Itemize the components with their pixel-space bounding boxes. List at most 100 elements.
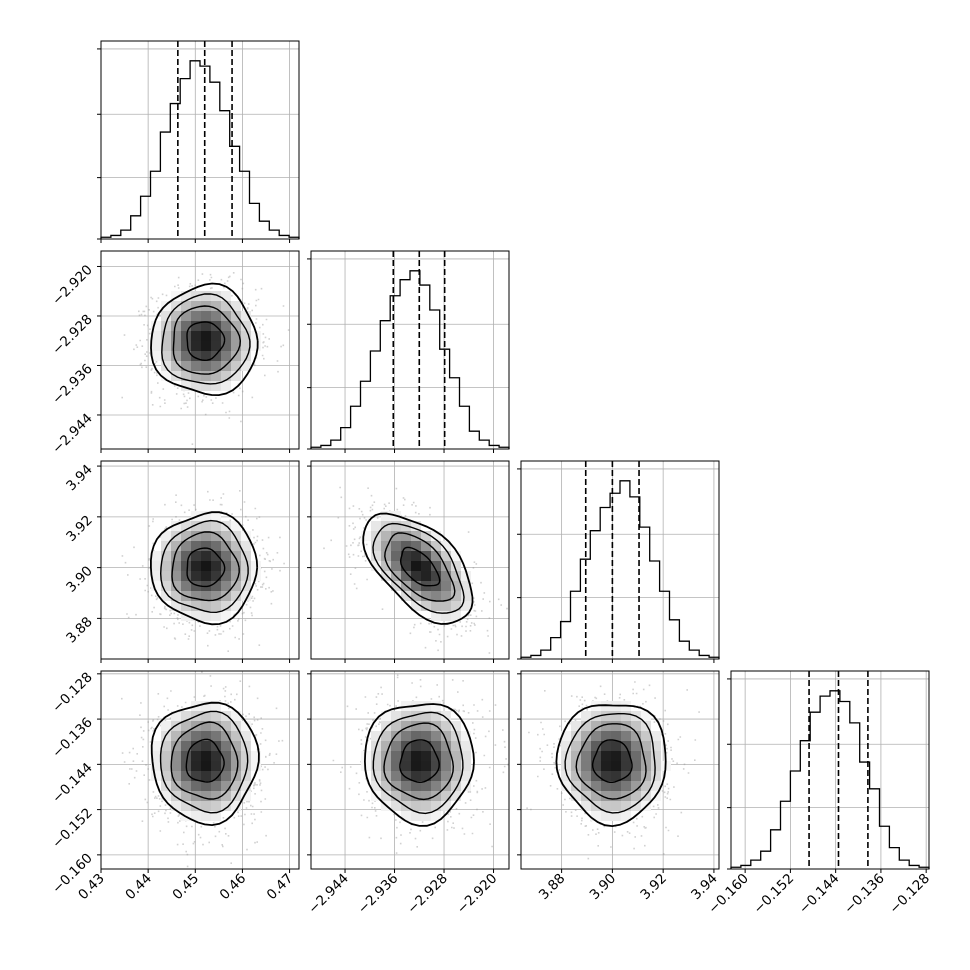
density-cell <box>421 571 431 581</box>
density-cell <box>171 541 181 551</box>
density-cell <box>211 311 221 321</box>
density-cell <box>581 771 591 781</box>
density-cell <box>561 731 571 741</box>
density-cell <box>421 541 431 551</box>
density-cell <box>211 601 221 611</box>
panel-frame <box>310 460 510 660</box>
density-cell <box>411 591 421 601</box>
density-cell <box>421 601 431 611</box>
density-cell <box>411 761 421 771</box>
density-cell <box>431 571 441 581</box>
density-cell <box>211 301 221 311</box>
density-cell <box>371 761 381 771</box>
density-cell <box>161 571 171 581</box>
density-cell <box>371 771 381 781</box>
density-cell <box>181 561 191 571</box>
density-cell <box>611 791 621 801</box>
density-cell <box>611 771 621 781</box>
density-cell <box>431 611 441 621</box>
density-cell <box>231 521 241 531</box>
density-cell <box>431 591 441 601</box>
density-cell <box>591 721 601 731</box>
histogram-panel-2 <box>517 460 720 663</box>
density-cell <box>241 351 251 361</box>
density-cell <box>411 561 421 571</box>
density-cell <box>611 741 621 751</box>
density-cell <box>231 731 241 741</box>
density-cell <box>161 311 171 321</box>
density-cell <box>381 551 391 561</box>
density-cell <box>161 761 171 771</box>
contour-2 <box>372 522 465 614</box>
density-cell <box>211 561 221 571</box>
density-cell <box>441 541 451 551</box>
density-cell <box>371 541 381 551</box>
density-cell <box>151 571 161 581</box>
density-cell <box>411 581 421 591</box>
density-cell <box>611 751 621 761</box>
density-cell <box>431 531 441 541</box>
density-cell <box>161 721 171 731</box>
density-cell <box>241 791 251 801</box>
density-cell <box>211 541 221 551</box>
density-cell <box>371 731 381 741</box>
density-cell <box>461 571 471 581</box>
density-cell <box>621 751 631 761</box>
density-cell <box>411 811 421 821</box>
density-cell <box>171 771 181 781</box>
density-cell <box>211 381 221 391</box>
density-cell <box>421 721 431 731</box>
density-cell <box>421 781 431 791</box>
contour-0 <box>185 738 225 783</box>
density-cell <box>191 361 201 371</box>
density-cell <box>191 301 201 311</box>
density-cell <box>161 551 171 561</box>
density-cell <box>451 611 461 621</box>
x-tick-label-3-4: −0.128 <box>886 871 933 918</box>
density-cell <box>191 551 201 561</box>
density-cell <box>431 541 441 551</box>
density-cell <box>451 601 461 611</box>
density-cell <box>591 761 601 771</box>
density-cell <box>401 711 411 721</box>
joint-content <box>121 671 284 868</box>
density-cell <box>181 301 191 311</box>
density-cell <box>171 751 181 761</box>
density-cell <box>561 771 571 781</box>
density-cell <box>201 321 211 331</box>
density-cell <box>411 751 421 761</box>
density-cell <box>251 751 261 761</box>
density-cell <box>431 581 441 591</box>
density-cell <box>161 361 171 371</box>
panel-frame <box>310 250 510 450</box>
density-cell <box>191 381 201 391</box>
density-cell <box>201 701 211 711</box>
density-cell <box>441 801 451 811</box>
density-cell <box>431 741 441 751</box>
density-cell <box>161 371 171 381</box>
density-cell <box>191 351 201 361</box>
density-cell <box>631 741 641 751</box>
contour-3 <box>150 701 260 827</box>
density-cell <box>411 781 421 791</box>
density-cell <box>401 551 411 561</box>
density-cell <box>391 561 401 571</box>
y-tick-label-2-3: 3.94 <box>63 462 96 495</box>
density-cell <box>631 771 641 781</box>
density-cell <box>441 601 451 611</box>
density-cell <box>651 741 661 751</box>
density-cell <box>611 761 621 771</box>
histogram-panel-3 <box>727 670 930 873</box>
density-cell <box>441 711 451 721</box>
density-cell <box>241 321 251 331</box>
density-cell <box>581 761 591 771</box>
density-cell <box>211 701 221 711</box>
density-cell <box>591 811 601 821</box>
density-cell <box>441 751 451 761</box>
density-cell <box>171 711 181 721</box>
density-cell <box>181 581 191 591</box>
density-cell <box>231 571 241 581</box>
density-cell <box>211 731 221 741</box>
density-cell <box>601 731 611 741</box>
density-cell <box>451 561 461 571</box>
